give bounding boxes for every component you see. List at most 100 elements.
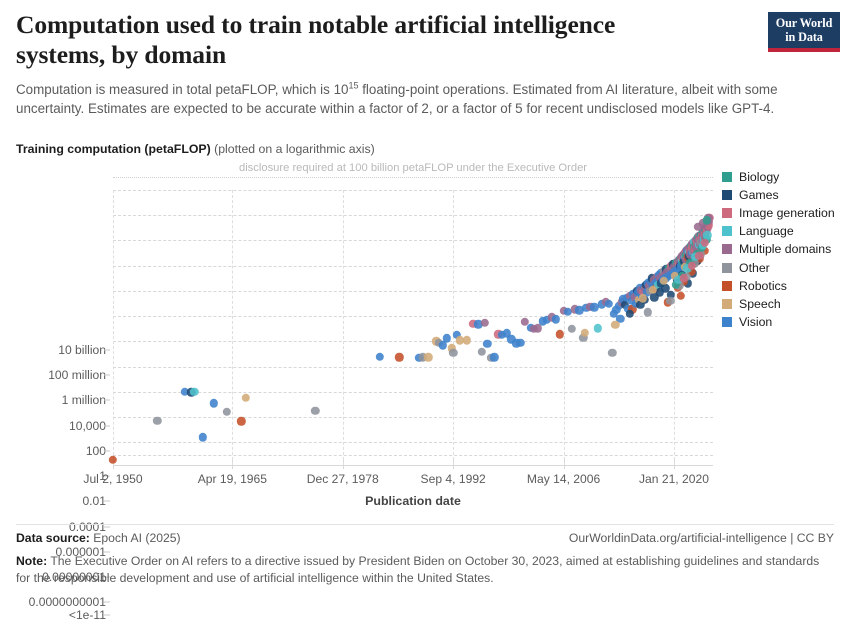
legend-item-language[interactable]: Language [722,222,850,240]
scatter-point[interactable] [533,323,543,333]
scatter-point[interactable] [659,276,668,286]
scatter-point[interactable] [563,307,573,316]
scatter-point[interactable] [311,406,320,415]
owid-logo[interactable]: Our World in Data [768,12,840,53]
scatter-point[interactable] [449,348,458,357]
scatter-point[interactable] [455,335,464,345]
note-value: The Executive Order on AI refers to a di… [16,553,820,586]
scatter-point[interactable] [418,352,427,362]
y-axis-tick-label: 0.000001 [55,544,106,559]
scatter-point[interactable] [631,299,640,308]
gridline-vertical [342,190,344,465]
scatter-point[interactable] [666,296,675,306]
scatter-point[interactable] [574,306,584,315]
scatter-point[interactable] [614,301,623,311]
legend-item-robotics[interactable]: Robotics [722,277,850,295]
scatter-point[interactable] [395,352,404,362]
legend-item-games[interactable]: Games [722,186,850,204]
scatter-point[interactable] [628,305,637,314]
scatter-point[interactable] [609,309,618,318]
scatter-point[interactable] [612,305,621,315]
scatter-point[interactable] [222,407,231,417]
legend-item-multiple-domains[interactable]: Multiple domains [722,240,850,258]
gridline-vertical [563,190,565,465]
scatter-point[interactable] [674,275,683,284]
data-source-value: Epoch AI (2025) [89,531,181,545]
scatter-point[interactable] [507,335,516,344]
scatter-point[interactable] [699,219,708,228]
legend-item-other[interactable]: Other [722,258,850,276]
legend-item-speech[interactable]: Speech [722,295,850,313]
scatter-point[interactable] [679,274,689,283]
scatter-point[interactable] [649,293,659,302]
scatter-point[interactable] [607,348,617,357]
chart-header: Computation used to train notable artifi… [16,10,778,118]
scatter-point[interactable] [682,264,692,273]
scatter-point[interactable] [687,267,696,277]
scatter-point[interactable] [375,352,385,361]
scatter-point[interactable] [482,339,492,349]
scatter-point[interactable] [477,347,486,357]
scatter-point[interactable] [580,328,589,337]
scatter-point[interactable] [636,300,645,309]
scatter-point[interactable] [516,338,525,347]
scatter-point[interactable] [702,216,712,225]
scatter-point[interactable] [209,398,218,408]
scatter-point[interactable] [683,279,693,288]
scatter-point[interactable] [671,280,681,289]
scatter-point[interactable] [687,261,697,270]
scatter-point[interactable] [567,324,577,333]
scatter-point[interactable] [497,330,506,340]
scatter-point[interactable] [190,387,199,397]
scatter-point[interactable] [198,433,207,442]
data-source: Data source: Epoch AI (2025) [16,530,181,548]
scatter-point[interactable] [703,231,712,240]
scatter-point[interactable] [590,303,599,312]
scatter-point[interactable] [542,315,552,325]
scatter-point[interactable] [480,318,489,328]
scatter-point[interactable] [695,251,704,260]
legend-item-vision[interactable]: Vision [722,313,850,331]
scatter-point[interactable] [604,299,614,308]
owid-link[interactable]: OurWorldinData.org/artificial-intelligen… [568,531,834,545]
scatter-point[interactable] [643,308,652,317]
scatter-point[interactable] [694,222,703,231]
scatter-point[interactable] [555,330,564,339]
legend-item-biology[interactable]: Biology [722,168,850,186]
scatter-point[interactable] [469,319,478,328]
owid-logo-line2: in Data [785,29,823,44]
scatter-point[interactable] [593,323,602,333]
scatter-point[interactable] [438,340,448,350]
x-axis-tick-label: Dec 27, 1978 [306,472,379,486]
scatter-point[interactable] [153,416,162,426]
scatter-point[interactable] [241,393,251,402]
scatter-point[interactable] [452,330,461,340]
scatter-plot[interactable] [108,190,714,465]
scatter-point[interactable] [108,455,118,465]
legend-item-image-generation[interactable]: Image generation [722,204,850,222]
scatter-point[interactable] [578,333,588,342]
scatter-point[interactable] [666,290,676,299]
scatter-point[interactable] [661,284,670,293]
scatter-point[interactable] [655,287,664,297]
scatter-point[interactable] [704,221,713,230]
scatter-point[interactable] [462,335,472,345]
scatter-point[interactable] [474,320,483,329]
scatter-point[interactable] [700,238,710,248]
scatter-point[interactable] [442,334,452,343]
scatter-point[interactable] [520,317,530,327]
scatter-point[interactable] [447,344,456,353]
scatter-point[interactable] [180,387,189,397]
scatter-point[interactable] [611,320,620,330]
scatter-point[interactable] [648,285,657,294]
scatter-point[interactable] [502,328,511,338]
scatter-point[interactable] [625,309,635,318]
scatter-point[interactable] [676,291,685,301]
scatter-point[interactable] [424,352,433,362]
scatter-point[interactable] [237,417,246,426]
scatter-point[interactable] [551,315,560,324]
scatter-point[interactable] [616,314,625,323]
scatter-point[interactable] [490,352,499,362]
gridline-vertical [673,190,675,465]
scatter-point[interactable] [638,294,648,303]
